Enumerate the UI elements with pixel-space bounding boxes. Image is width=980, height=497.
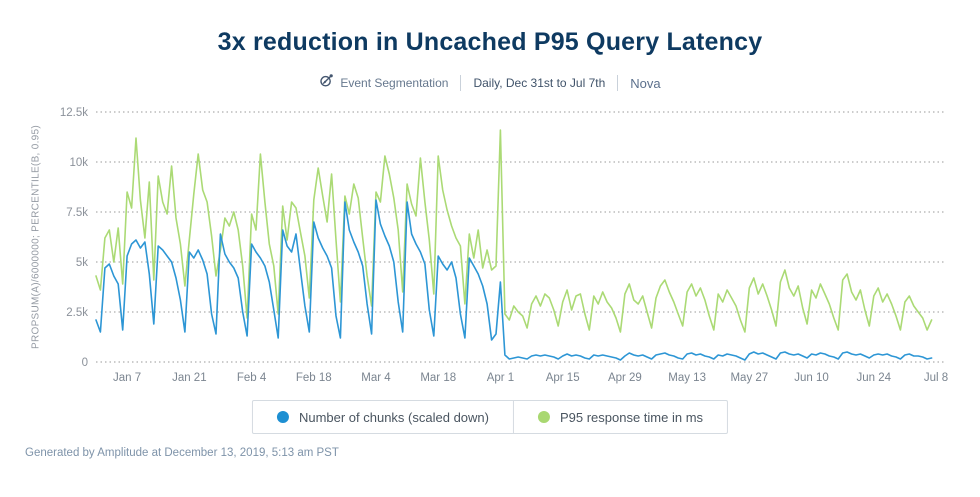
meta-separator (460, 75, 462, 91)
legend-item-chunks[interactable]: Number of chunks (scaled down) (253, 401, 513, 433)
y-tick-label: 7.5k (66, 207, 88, 219)
meta-separator (617, 75, 619, 91)
x-tick-label: Apr 15 (546, 372, 580, 384)
y-tick-label: 5k (76, 257, 88, 269)
x-tick-label: May 13 (668, 372, 706, 384)
x-tick-label: May 27 (730, 372, 768, 384)
x-tick-label: Mar 4 (361, 372, 391, 384)
x-tick-label: Jul 8 (924, 372, 948, 384)
x-tick-label: Jun 24 (857, 372, 892, 384)
x-tick-label: Feb 4 (237, 372, 267, 384)
x-tick-label: Apr 1 (487, 372, 515, 384)
generated-by-text: Generated by Amplitude at December 13, 2… (25, 447, 339, 459)
chart-legend: Number of chunks (scaled down) P95 respo… (251, 400, 729, 434)
x-tick-label: Jun 10 (794, 372, 829, 384)
project-name-label: Nova (630, 75, 661, 91)
chart-type: Event Segmentation (319, 73, 448, 93)
y-tick-label: 12.5k (60, 107, 88, 119)
blue-series-dot-icon (276, 411, 289, 423)
chart-meta-row: Event Segmentation Daily, Dec 31st to Ju… (0, 72, 980, 94)
green-series-dot-icon (537, 411, 550, 423)
y-tick-label: 2.5k (66, 307, 88, 319)
page-title: 3x reduction in Uncached P95 Query Laten… (217, 28, 763, 56)
chart-type-label: Event Segmentation (340, 76, 449, 90)
legend-label-chunks: Number of chunks (scaled down) (298, 409, 489, 425)
legend-item-p95[interactable]: P95 response time in ms (512, 401, 727, 433)
y-tick-label: 10k (69, 157, 88, 169)
legend-label-p95: P95 response time in ms (559, 409, 704, 425)
x-tick-label: Feb 18 (296, 372, 332, 384)
series-line-p95 (95, 129, 933, 333)
date-range-label: Daily, Dec 31st to Jul 7th (473, 76, 606, 90)
y-tick-label: 0 (82, 357, 88, 369)
x-tick-label: Mar 18 (420, 372, 456, 384)
event-segmentation-icon (319, 73, 334, 93)
x-tick-label: Jan 21 (172, 372, 207, 384)
x-tick-label: Jan 7 (113, 372, 141, 384)
x-tick-label: Apr 29 (608, 372, 642, 384)
series-line-chunks (95, 199, 933, 361)
